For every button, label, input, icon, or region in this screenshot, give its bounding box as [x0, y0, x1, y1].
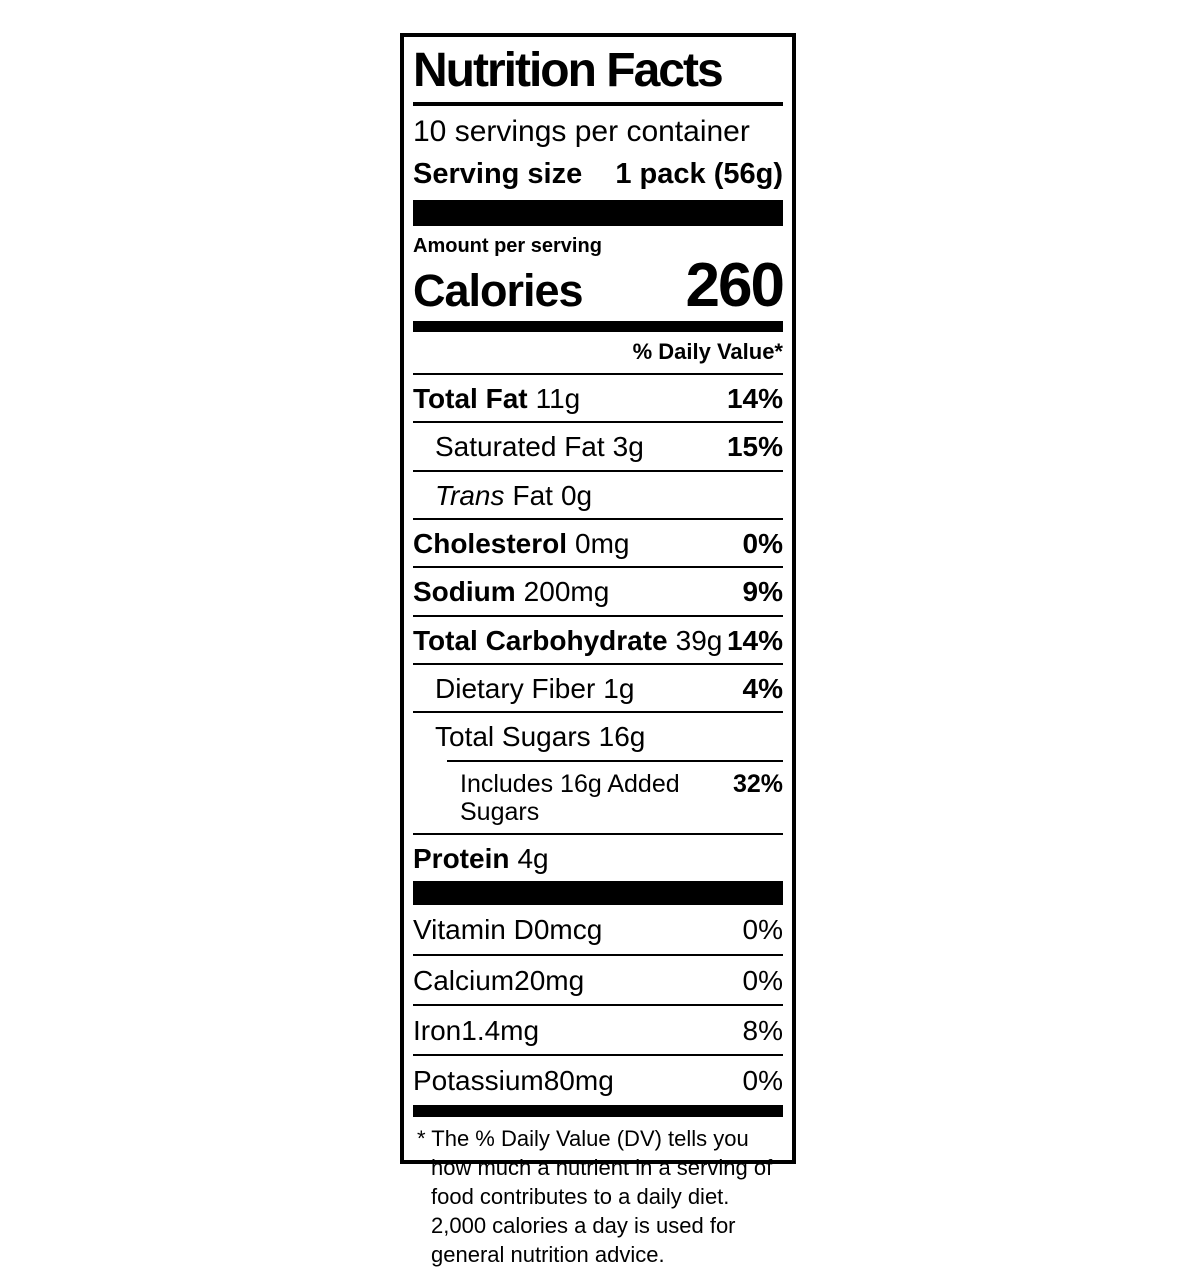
nutrient-row-total-sugars: Total Sugars 16g [413, 711, 783, 759]
nutrient-row-protein: Protein 4g [413, 832, 783, 881]
footnote: * The % Daily Value (DV) tells you how m… [417, 1125, 773, 1267]
vitamin-row-vitamin-d: Vitamin D0mcg 0% [413, 914, 783, 946]
nutrient-row-total-fat: Total Fat 11g 14% [413, 372, 783, 421]
divider-bar-thick-top [413, 200, 783, 227]
vitamins-section: Vitamin D0mcg 0% Calcium20mg 0% Iron1.4m… [413, 905, 783, 1104]
serving-size-row: Serving size 1 pack (56g) [413, 154, 783, 200]
nutrient-row-added-sugars: Includes 16g Added Sugars 32% [447, 759, 783, 833]
dv-value: 9% [742, 576, 783, 608]
vitamin-row-potassium: Potassium80mg 0% [413, 1054, 783, 1104]
vitamin-row-iron: Iron1.4mg 8% [413, 1003, 783, 1054]
calories-label: Calories [413, 264, 584, 316]
dv-value: 32% [732, 769, 783, 798]
page: Nutrition Facts 10 servings per containe… [400, 33, 796, 1267]
nutrient-row-total-carbohydrate: Total Carbohydrate 39g 14% [413, 614, 783, 663]
divider-bar-thick-vitamins [413, 881, 783, 906]
nutrient-row-dietary-fiber: Dietary Fiber 1g 4% [413, 663, 783, 711]
nutrient-row-saturated-fat: Saturated Fat 3g 15% [413, 421, 783, 469]
label-title: Nutrition Facts [413, 44, 724, 97]
nutrition-facts-label: Nutrition Facts 10 servings per containe… [400, 33, 796, 1267]
dv-value: 4% [742, 673, 783, 705]
daily-value-header: % Daily Value* [632, 338, 783, 364]
dv-value: 15% [726, 431, 783, 463]
dv-value: 14% [726, 624, 783, 656]
nutrient-row-trans-fat: Trans Fat 0g [413, 469, 783, 518]
vitamin-row-calcium: Calcium20mg 0% [413, 953, 783, 1004]
divider-bar-medium-calories [413, 320, 783, 332]
divider-bar-medium-footer [413, 1104, 783, 1117]
calories-value: 260 [685, 251, 785, 321]
dv-value: 0% [742, 1065, 783, 1097]
calories-row: Calories 260 [413, 251, 785, 321]
nutrient-row-sodium: Sodium 200mg 9% [413, 566, 783, 614]
dv-value: 8% [742, 1014, 783, 1046]
serving-size-value: 1 pack (56g) [615, 158, 783, 191]
nutrient-row-cholesterol: Cholesterol 0mg 0% [413, 518, 783, 566]
servings-per-container: 10 servings per container [413, 114, 750, 148]
title-divider [413, 101, 783, 106]
amount-per-serving: Amount per serving [413, 235, 602, 258]
dv-value: 14% [726, 382, 783, 414]
dv-value: 0% [742, 528, 783, 559]
dv-value: 0% [742, 964, 783, 996]
serving-size-label: Serving size [413, 158, 583, 191]
dv-value: 0% [742, 914, 783, 946]
